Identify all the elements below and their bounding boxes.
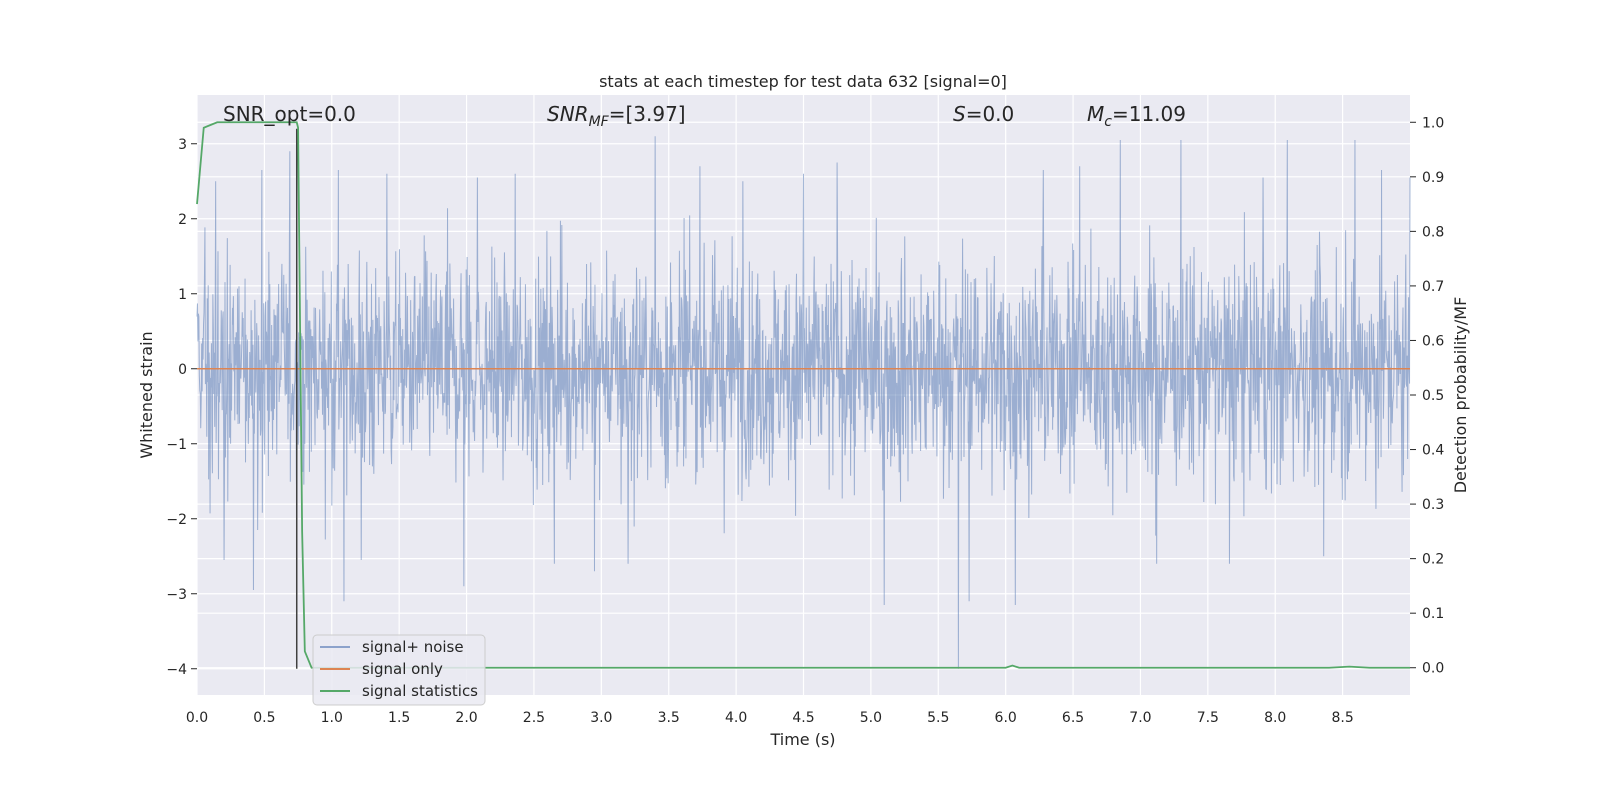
x-tick-label: 2.0 [455, 710, 477, 726]
x-axis-ticks: 0.0 0.5 1.0 1.5 2.0 2.5 3.0 3.5 4.0 4.5 5.0 5.5 6.0 6… [186, 710, 1354, 726]
x-tick-label: 5.5 [927, 710, 949, 726]
y-right-tick-label: 0.2 [1422, 552, 1444, 568]
x-tick-label: 4.5 [792, 710, 814, 726]
legend: signal+ noise signal only signal statist… [312, 634, 486, 706]
legend-box [312, 634, 486, 706]
s-value: =0.0 [966, 102, 1015, 126]
y-right-tick-label: 0.6 [1422, 333, 1444, 349]
chart-title: stats at each timestep for test data 632… [599, 72, 1007, 91]
signal-noise-line [196, 136, 1411, 669]
y-right-tick-label: 0.5 [1422, 388, 1444, 404]
legend-label-signal-only: signal only [362, 660, 443, 678]
mc-value: =11.09 [1112, 102, 1186, 126]
y-left-axis-ticks: 3 2 1 0 −1 −2 −3 −4 [166, 137, 197, 678]
annotation-snr-mf: SNRMF=[3.97] [547, 102, 686, 130]
plot-area [196, 95, 1411, 695]
x-tick-label: 0.0 [186, 710, 208, 726]
y-right-axis-label: Detection probability/MF [1451, 297, 1470, 494]
annotations: SNR_opt=0.0 SNRMF=[3.97] S=0.0 Mc=11.09 [223, 102, 1186, 130]
x-tick-label: 3.5 [658, 710, 680, 726]
signal-noise-series [196, 136, 1411, 669]
y-right-tick-label: 0.8 [1422, 224, 1444, 240]
y-right-tick-label: 1.0 [1422, 115, 1444, 131]
y-right-tick-label: 0.3 [1422, 497, 1444, 513]
y-right-tick-label: 0.7 [1422, 279, 1444, 295]
snr-mf-value: =[3.97] [609, 102, 686, 126]
x-tick-label: 8.0 [1264, 710, 1286, 726]
x-tick-label: 3.0 [590, 710, 612, 726]
mc-subscript: c [1104, 114, 1112, 130]
legend-label-signal-noise: signal+ noise [362, 638, 464, 656]
x-tick-label: 6.5 [1062, 710, 1084, 726]
y-right-tick-label: 0.0 [1422, 661, 1444, 677]
mc-symbol: M [1087, 102, 1104, 126]
x-tick-label: 4.0 [725, 710, 747, 726]
x-tick-label: 7.5 [1197, 710, 1219, 726]
y-left-tick-label: 2 [178, 212, 187, 228]
y-left-axis-label: Whitened strain [137, 331, 156, 458]
y-right-axis-ticks: 1.0 0.9 0.8 0.7 0.6 0.5 0.4 0.3 0.2 0.1 0.0 [1410, 115, 1444, 677]
x-tick-label: 1.5 [388, 710, 410, 726]
y-right-tick-label: 0.9 [1422, 170, 1444, 186]
y-left-tick-label: −4 [166, 662, 187, 678]
annotation-mc: Mc=11.09 [1087, 102, 1186, 130]
y-left-tick-label: 0 [178, 362, 187, 378]
annotation-s: S=0.0 [953, 102, 1014, 126]
snr-mf-subscript: MF [589, 114, 610, 130]
x-tick-label: 5.0 [860, 710, 882, 726]
snr-mf-symbol: SNR [547, 102, 589, 126]
y-left-tick-label: 1 [178, 287, 187, 303]
x-tick-label: 1.0 [321, 710, 343, 726]
x-tick-label: 6.0 [995, 710, 1017, 726]
y-right-tick-label: 0.1 [1422, 606, 1444, 622]
x-tick-label: 0.5 [253, 710, 275, 726]
y-left-tick-label: 3 [178, 137, 187, 153]
y-left-tick-label: −2 [166, 512, 187, 528]
s-symbol: S [953, 102, 966, 126]
x-tick-label: 8.5 [1331, 710, 1353, 726]
y-left-tick-label: −1 [166, 437, 187, 453]
x-tick-label: 7.0 [1129, 710, 1151, 726]
y-left-tick-label: −3 [166, 587, 187, 603]
y-right-tick-label: 0.4 [1422, 443, 1444, 459]
x-tick-label: 2.5 [523, 710, 545, 726]
annotation-snr-opt: SNR_opt=0.0 [223, 102, 356, 126]
legend-label-signal-statistics: signal statistics [362, 682, 478, 700]
x-axis-label: Time (s) [769, 730, 835, 749]
